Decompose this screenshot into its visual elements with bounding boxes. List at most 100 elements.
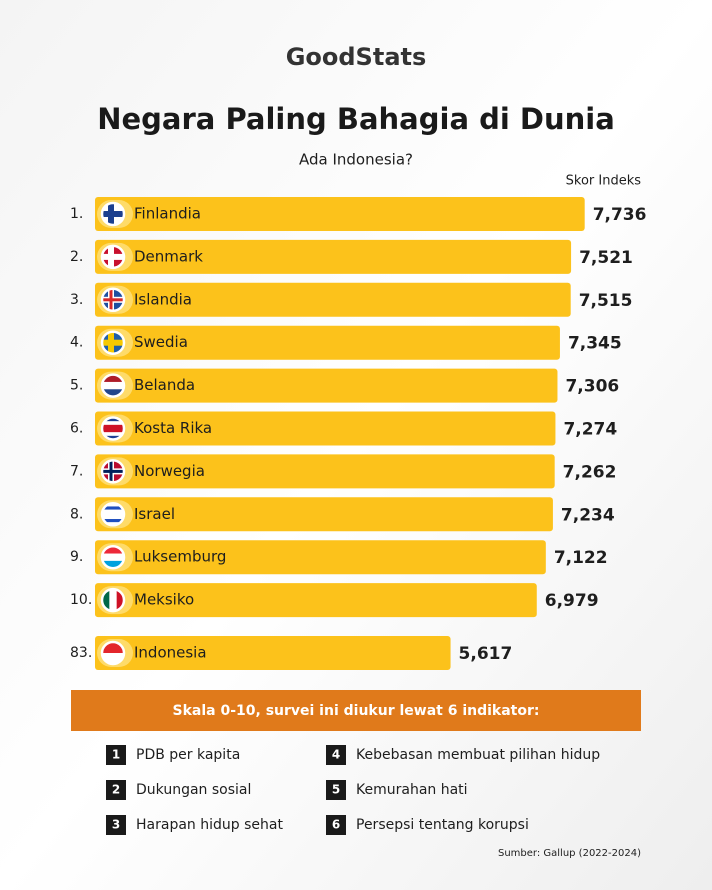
flag-ring <box>100 330 126 355</box>
rank-label: 9. <box>70 549 83 565</box>
flag-cross <box>108 203 114 225</box>
value-label: 7,262 <box>563 462 617 482</box>
indicator-box <box>326 780 346 800</box>
indicator-number: 2 <box>112 783 120 797</box>
category-label: Islandia <box>134 290 192 308</box>
flag-cross <box>108 331 114 354</box>
category-label: Luksemburg <box>134 548 226 566</box>
flag-stripe <box>102 589 110 612</box>
flag-cross <box>102 298 124 302</box>
rank-label: 3. <box>70 292 83 308</box>
bar <box>95 583 537 618</box>
category-label: Denmark <box>134 247 203 265</box>
flag <box>102 288 124 311</box>
flag-cross <box>102 469 124 473</box>
indicator-box <box>106 745 126 765</box>
indicator-number: 5 <box>332 783 340 797</box>
value-label: 7,515 <box>579 291 633 311</box>
flag <box>102 642 124 664</box>
bar <box>95 282 571 317</box>
rank-label: 7. <box>70 463 83 479</box>
value-label: 5,617 <box>459 644 513 664</box>
rank-label: 83. <box>70 645 92 661</box>
category-label: Swedia <box>134 333 188 351</box>
flag-ring <box>100 287 126 313</box>
flag <box>102 417 124 440</box>
indicator-box <box>326 815 346 835</box>
flag <box>102 331 124 354</box>
chart-title: Negara Paling Bahagia di Dunia <box>97 102 615 136</box>
value-axis-label: Skor Indeks <box>566 174 642 189</box>
value-label: 7,521 <box>579 248 633 268</box>
flag <box>102 203 124 225</box>
flag-stripe <box>102 553 124 562</box>
flag-stripe <box>102 428 124 433</box>
flag-ring <box>100 640 126 666</box>
category-label: Norwegia <box>134 462 205 480</box>
indicator-label: Dukungan sosial <box>136 782 251 798</box>
indicator-box <box>106 815 126 835</box>
flag-cross <box>109 460 113 483</box>
value-label: 7,274 <box>563 420 617 440</box>
category-label: Finlandia <box>134 205 201 223</box>
indicator-box <box>326 745 346 765</box>
rank-label: 10. <box>70 592 92 608</box>
indicator-number: 4 <box>332 748 340 762</box>
flag-stripe <box>102 506 124 510</box>
value-label: 7,306 <box>565 377 619 397</box>
flag-ring <box>100 244 126 270</box>
category-label: Meksiko <box>134 591 194 609</box>
value-label: 6,979 <box>545 591 599 611</box>
flag-ring <box>100 502 126 527</box>
source: Sumber: Gallup (2022-2024) <box>498 848 641 859</box>
rank-label: 6. <box>70 421 83 437</box>
value-label: 7,234 <box>561 505 615 525</box>
bar <box>95 454 555 489</box>
flag-stripe <box>102 503 124 507</box>
bar <box>95 540 546 575</box>
flag-stripe <box>102 381 124 390</box>
rank-label: 8. <box>70 506 83 522</box>
bar <box>95 197 585 231</box>
indicator-label: Kemurahan hati <box>356 782 468 798</box>
flag-stripe <box>102 642 124 654</box>
value-label: 7,122 <box>554 548 608 568</box>
flag-ring <box>100 373 126 398</box>
indicator-box <box>106 780 126 800</box>
rank-label: 2. <box>70 249 83 265</box>
flag-cross <box>109 288 113 311</box>
flag-stripe <box>102 515 124 520</box>
flag-stripe <box>116 589 124 612</box>
flag-stripe <box>102 421 124 426</box>
flag <box>102 589 124 612</box>
flag-stripe <box>109 589 117 612</box>
flag-ring <box>100 416 126 441</box>
logo: GoodStats <box>286 43 427 71</box>
flag-stripe <box>102 512 124 517</box>
flag-stripe <box>102 435 124 440</box>
flag <box>102 546 124 569</box>
indicator-number: 6 <box>332 818 340 832</box>
indicator-number: 1 <box>112 748 120 762</box>
banner-text: Skala 0-10, survei ini diukur lewat 6 in… <box>173 703 540 719</box>
flag <box>102 460 124 483</box>
chart-subtitle: Ada Indonesia? <box>299 151 413 169</box>
indicator-label: Kebebasan membuat pilihan hidup <box>356 747 600 763</box>
flag-stripe <box>102 509 124 514</box>
indicator-number: 3 <box>112 818 120 832</box>
bar <box>95 325 560 360</box>
flag-stripe <box>102 389 124 397</box>
flag-stripe <box>102 519 124 523</box>
flag-ring <box>100 459 126 484</box>
category-label: Indonesia <box>134 644 207 662</box>
flag-cross <box>108 245 114 268</box>
bar <box>95 636 451 670</box>
flag-stripe <box>102 424 124 429</box>
value-label: 7,736 <box>593 205 647 225</box>
rank-label: 4. <box>70 335 83 351</box>
flag <box>102 374 124 397</box>
rank-label: 1. <box>70 206 83 222</box>
flag-ring <box>100 544 126 570</box>
flag-stripe <box>102 653 124 664</box>
